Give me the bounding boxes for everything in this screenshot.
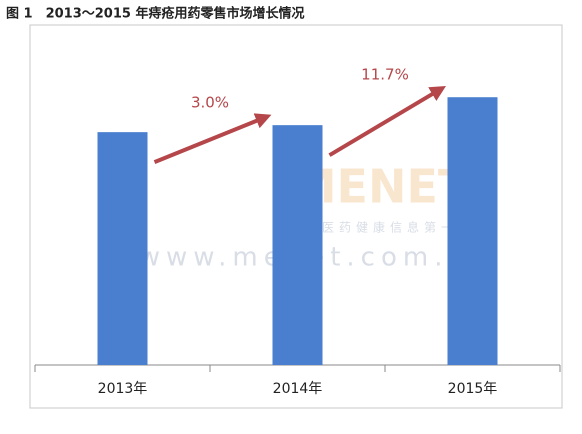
watermark: 中国医药健康信息第一平台 [288, 220, 492, 235]
growth-label: 3.0% [191, 94, 229, 112]
x-tick-label: 2015年 [448, 381, 498, 397]
x-tick-label: 2014年 [273, 381, 323, 397]
x-tick-label: 2013年 [98, 381, 148, 397]
plot-frame [29, 24, 563, 409]
growth-arrow [328, 85, 447, 157]
chart-title: 图 1 2013～2015 年痔疮用药零售市场增长情况 [6, 6, 304, 22]
bar [447, 97, 498, 365]
growth-label: 11.7% [361, 66, 409, 84]
bar [272, 125, 323, 366]
growth-arrow [153, 113, 272, 164]
bar [97, 132, 148, 365]
